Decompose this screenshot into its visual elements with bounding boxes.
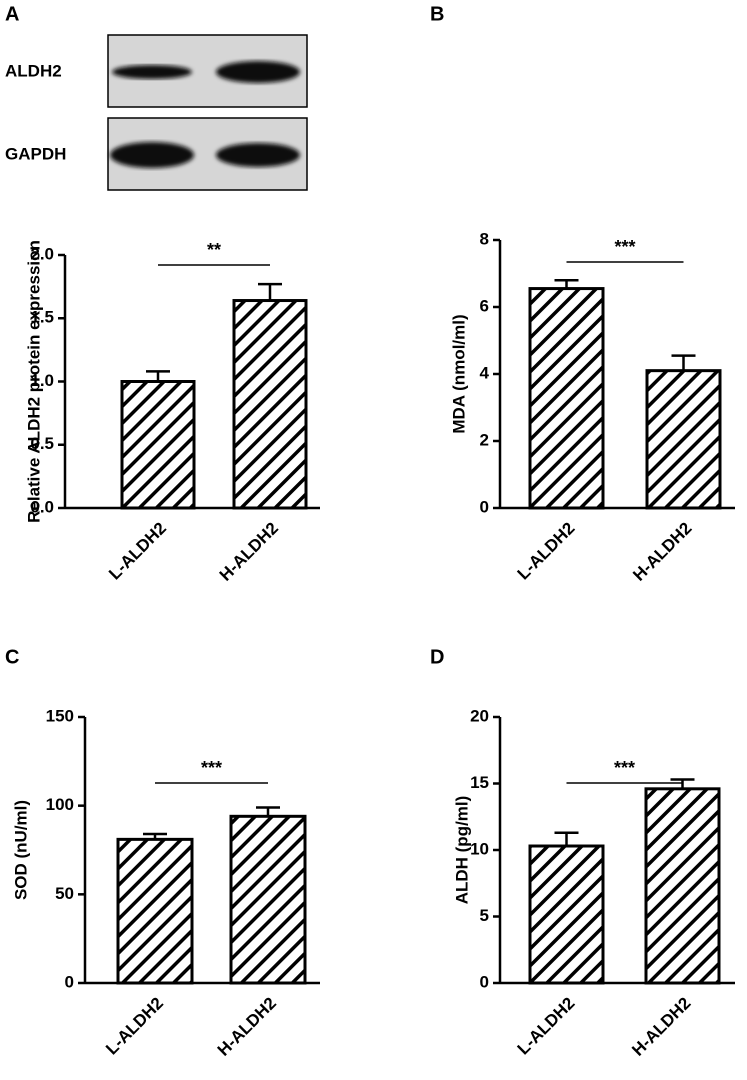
significance-label: ***	[614, 758, 635, 778]
x-tick-label: H-ALDH2	[216, 519, 282, 585]
bar	[644, 787, 721, 985]
x-tick-label: L-ALDH2	[105, 519, 170, 584]
western-blot	[107, 34, 308, 191]
x-tick-label: H-ALDH2	[629, 519, 695, 585]
y-axis-label: MDA (nmol/ml)	[449, 314, 468, 433]
y-tick-label: 0	[480, 497, 489, 516]
y-axis-label: SOD (nU/ml)	[11, 800, 30, 900]
bar	[229, 814, 307, 985]
y-tick-label: 1.5	[30, 308, 54, 327]
y-tick-label: 15	[470, 773, 489, 792]
significance-label: ***	[201, 758, 222, 778]
y-tick-label: 6	[480, 296, 489, 315]
y-tick-label: 20	[470, 706, 489, 725]
y-axis-label: Relative ALDH2 protein expression	[24, 240, 43, 523]
blot-label: ALDH2	[5, 61, 62, 80]
bar	[528, 287, 605, 510]
x-tick-label: L-ALDH2	[102, 994, 167, 1059]
y-tick-label: 5	[480, 906, 489, 925]
panel-letter: B	[430, 3, 444, 25]
y-tick-label: 1.0	[30, 371, 54, 390]
y-tick-label: 2	[480, 430, 489, 449]
bar	[232, 299, 308, 510]
y-tick-label: 8	[480, 229, 489, 248]
y-tick-label: 50	[55, 884, 74, 903]
blot-label: GAPDH	[5, 144, 66, 163]
y-axis-label: ALDH (pg/ml)	[452, 796, 471, 905]
x-tick-label: H-ALDH2	[214, 994, 280, 1060]
bar	[645, 369, 722, 510]
x-tick-label: H-ALDH2	[628, 994, 694, 1060]
y-tick-label: 4	[480, 363, 490, 382]
x-tick-label: L-ALDH2	[514, 994, 579, 1059]
y-tick-label: 0.5	[30, 434, 54, 453]
y-tick-label: 0.0	[30, 497, 54, 516]
significance-label: ***	[614, 237, 635, 257]
y-tick-label: 100	[46, 795, 74, 814]
y-tick-label: 2.0	[30, 244, 54, 263]
y-tick-label: 150	[46, 706, 74, 725]
bar	[120, 380, 196, 510]
x-tick-label: L-ALDH2	[514, 519, 579, 584]
significance-label: **	[207, 240, 221, 260]
panel-letter: A	[5, 3, 19, 25]
bar	[528, 844, 605, 985]
panel-letter: D	[430, 646, 444, 668]
y-tick-label: 10	[470, 839, 489, 858]
bar	[116, 837, 194, 985]
panel-letter: C	[5, 646, 19, 668]
y-tick-label: 0	[65, 972, 74, 991]
y-tick-label: 0	[480, 972, 489, 991]
